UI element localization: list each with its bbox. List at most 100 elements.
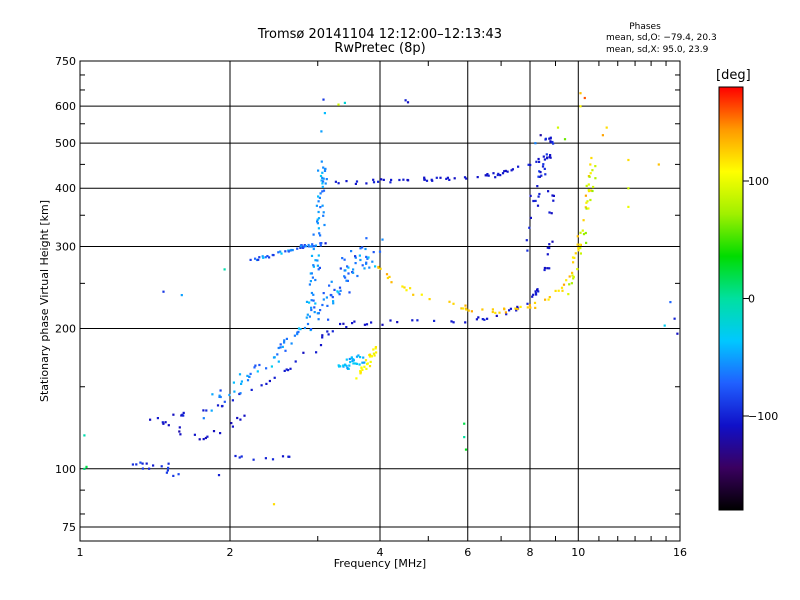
echo-point — [373, 354, 376, 357]
echo-point — [182, 411, 185, 414]
echo-point — [581, 229, 584, 232]
echo-point — [337, 182, 340, 185]
echo-point — [296, 333, 299, 336]
echo-point — [339, 289, 342, 292]
x-tick-label: 4 — [377, 546, 384, 559]
echo-point — [401, 285, 404, 288]
echo-point — [464, 448, 468, 451]
echo-point — [528, 304, 531, 307]
echo-point — [352, 268, 355, 271]
echo-point — [549, 137, 552, 140]
echo-point — [584, 194, 587, 197]
echo-point — [314, 244, 317, 247]
echo-point — [156, 417, 159, 420]
echo-point — [532, 199, 535, 203]
echo-point — [304, 245, 307, 248]
chart-subtitle: RwPretec (8p) — [334, 41, 426, 56]
echo-point — [452, 302, 455, 305]
echo-point — [359, 258, 362, 262]
echo-point — [445, 177, 448, 180]
echo-point — [509, 307, 512, 310]
echo-point — [283, 369, 286, 372]
echo-point — [321, 185, 324, 188]
echo-point — [234, 454, 237, 458]
echo-point — [491, 310, 494, 314]
echo-point — [212, 430, 216, 433]
echo-point — [322, 177, 325, 180]
echo-point — [306, 313, 309, 316]
echo-point — [365, 182, 368, 185]
echo-point — [516, 308, 519, 311]
echo-point — [374, 346, 377, 349]
echo-point — [326, 304, 329, 307]
echo-point — [246, 374, 249, 377]
echo-point — [312, 247, 315, 251]
echo-point — [498, 311, 501, 314]
echo-point — [573, 256, 576, 259]
echo-point — [538, 175, 541, 178]
echo-point — [552, 142, 555, 145]
echo-point — [306, 322, 310, 326]
echo-point — [193, 433, 196, 436]
echo-point — [178, 430, 181, 433]
axis-ticks — [80, 61, 680, 541]
echo-point — [321, 176, 324, 179]
echo-point — [536, 204, 540, 207]
echo-point — [257, 258, 260, 261]
echo-point — [409, 287, 412, 290]
echo-point — [312, 299, 315, 302]
grid — [80, 61, 680, 541]
echo-point — [343, 269, 346, 272]
echo-point — [291, 249, 294, 252]
echo-point — [337, 103, 340, 106]
echo-point — [248, 375, 251, 378]
echo-point — [539, 134, 542, 137]
echo-point — [601, 134, 604, 137]
echo-point — [549, 156, 552, 159]
echo-point — [302, 351, 305, 354]
echo-point — [534, 306, 537, 309]
echo-point — [587, 207, 590, 210]
echo-point — [182, 414, 185, 417]
echo-point — [345, 364, 348, 368]
echo-point — [243, 414, 246, 417]
echo-point — [388, 275, 391, 278]
echo-point — [374, 347, 377, 350]
echo-point — [389, 319, 392, 322]
echo-point — [322, 292, 325, 295]
echo-point — [312, 293, 315, 296]
echo-point — [372, 348, 375, 351]
echo-point — [369, 360, 372, 363]
echo-point — [425, 179, 429, 182]
echo-point — [548, 296, 551, 299]
echo-point — [533, 301, 537, 304]
echo-point — [590, 156, 593, 160]
echo-point — [331, 330, 334, 333]
echo-point — [347, 367, 350, 370]
echo-point — [231, 399, 234, 402]
echo-point — [322, 298, 325, 301]
echo-point — [571, 256, 575, 259]
echo-point — [546, 156, 549, 159]
echo-point — [407, 179, 410, 182]
echo-point — [386, 276, 389, 280]
echo-point — [202, 409, 205, 412]
echo-point — [579, 105, 582, 108]
echo-point — [319, 344, 323, 347]
echo-point — [246, 379, 250, 382]
echo-point — [582, 219, 585, 222]
echo-point — [544, 298, 547, 301]
echo-point — [542, 155, 545, 158]
echo-point — [428, 298, 431, 301]
echo-point — [534, 142, 537, 145]
echo-point — [537, 175, 540, 178]
echo-point — [543, 268, 546, 272]
echo-point — [240, 380, 243, 383]
echo-point — [299, 245, 302, 248]
echo-point — [319, 174, 323, 178]
echo-point — [467, 309, 470, 312]
echo-point — [325, 178, 328, 181]
echo-point — [320, 160, 323, 163]
echo-point — [268, 379, 271, 383]
echo-point — [548, 243, 551, 246]
